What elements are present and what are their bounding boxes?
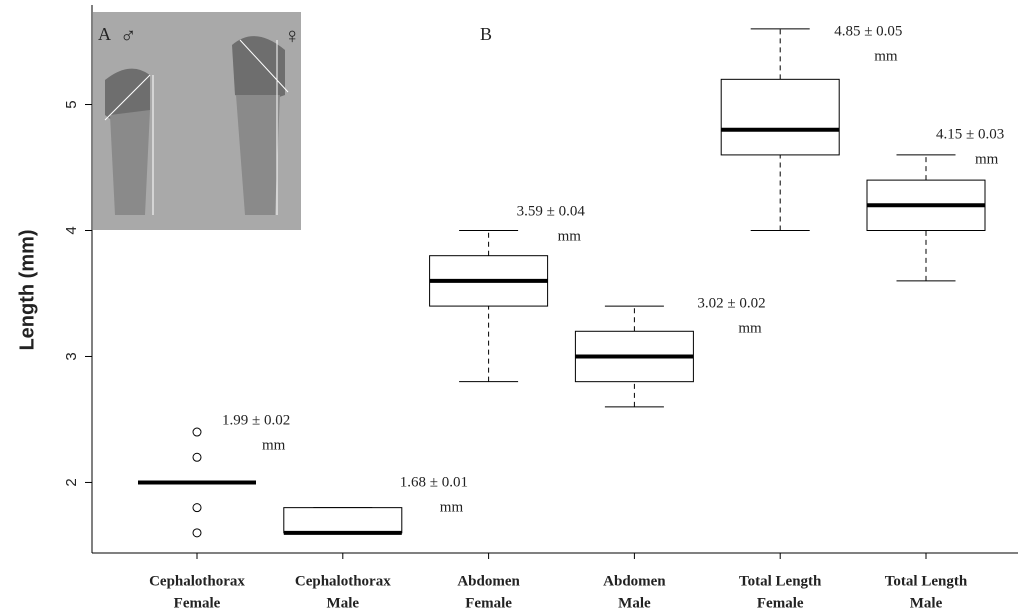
outlier: [193, 529, 201, 537]
annotation: 4.85 ± 0.05: [834, 23, 902, 39]
x-tick-label: Female: [757, 595, 804, 611]
annotation-unit: mm: [440, 499, 464, 515]
annotation: 3.02 ± 0.02: [697, 295, 765, 311]
male-symbol: ♂: [120, 23, 137, 48]
x-tick-label: Female: [465, 595, 512, 611]
annotation: 1.99 ± 0.02: [222, 412, 290, 428]
x-tick-label: Male: [327, 595, 360, 611]
annotation: 3.59 ± 0.04: [517, 203, 586, 219]
y-tick-label: 3: [63, 352, 80, 360]
x-tick-label: Cephalothorax: [295, 573, 391, 589]
box: [721, 79, 839, 155]
annotation: 4.15 ± 0.03: [936, 126, 1004, 142]
female-symbol: ♀: [284, 23, 301, 48]
x-tick-label: Female: [174, 595, 221, 611]
panel-label: B: [480, 24, 492, 44]
annotation: 1.68 ± 0.01: [400, 474, 468, 490]
x-tick-label: Cephalothorax: [149, 573, 245, 589]
x-tick-label: Total Length: [885, 573, 968, 589]
outlier: [193, 453, 201, 461]
annotation-unit: mm: [874, 48, 898, 64]
outlier: [193, 504, 201, 512]
annotation-unit: mm: [975, 151, 999, 167]
chart: A ♂ ♀ B Length (mm) 2 3 4 5 Cephalothorax Fem…: [0, 0, 1023, 611]
inset-photo: A ♂ ♀: [93, 12, 301, 230]
annotation-unit: mm: [262, 437, 286, 453]
box: [284, 508, 402, 533]
inset-shape: [110, 110, 150, 215]
y-axis-label: Length (mm): [16, 229, 38, 350]
y-tick-label: 5: [63, 100, 80, 108]
annotation-unit: mm: [738, 320, 762, 336]
x-tick-label: Total Length: [739, 573, 822, 589]
annotation-unit: mm: [558, 228, 582, 244]
x-tick-label: Male: [618, 595, 651, 611]
x-tick-label: Abdomen: [457, 573, 520, 589]
x-tick-label: Male: [910, 595, 943, 611]
y-tick-label: 2: [63, 478, 80, 486]
outlier: [193, 428, 201, 436]
x-tick-label: Abdomen: [603, 573, 666, 589]
inset-label: A: [98, 24, 111, 44]
y-tick-label: 4: [63, 226, 80, 234]
